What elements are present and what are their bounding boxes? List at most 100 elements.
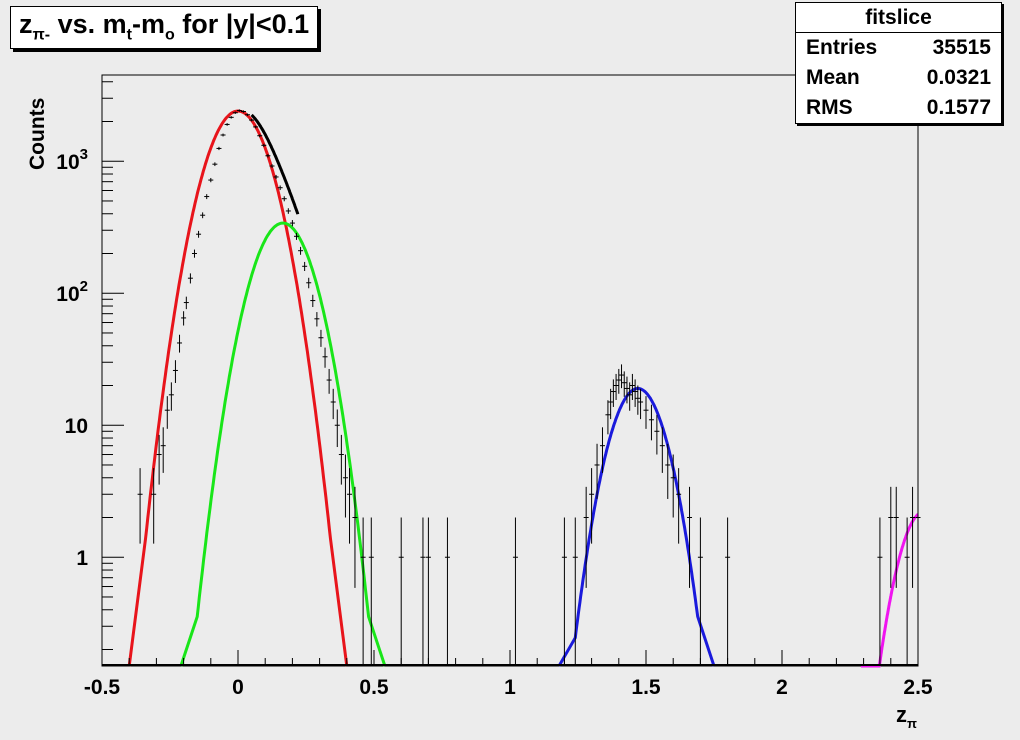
data-point [285,208,291,214]
fit-curve [860,513,919,668]
stats-value: 35515 [932,36,991,59]
data-point [676,468,682,544]
data-point [160,427,166,473]
data-point [289,220,295,227]
data-point [697,517,703,666]
data-point [212,162,218,167]
data-point [877,517,883,666]
data-point [310,294,316,308]
data-points [137,109,921,666]
data-point [196,230,202,238]
data-point [137,468,143,544]
data-point [613,373,619,401]
data-point [302,261,308,272]
stats-value: 0.1577 [926,96,991,119]
data-point [156,434,162,485]
data-point [236,109,242,112]
data-point [635,385,641,415]
stats-label: Entries [806,36,878,59]
data-point [261,143,267,147]
stats-label: Mean [806,66,860,89]
data-point [208,177,214,183]
data-point [220,133,226,137]
x-tick-label: 1.5 [631,676,661,699]
data-point [216,146,222,151]
data-point [191,249,197,258]
data-point [228,116,234,119]
data-point [151,468,157,544]
data-point [608,388,614,420]
data-point [245,113,251,116]
data-point [619,364,625,389]
data-point [915,486,921,588]
data-point [583,486,589,588]
data-point [306,277,312,289]
data-point [269,164,275,168]
data-point [265,154,271,158]
data-point [257,134,263,138]
data-point [273,174,279,180]
data-point [326,368,332,394]
data-point [643,396,649,429]
data-point [277,185,283,191]
data-point [627,382,633,411]
data-point [183,296,189,310]
data-point [893,486,899,588]
data-point [444,517,450,666]
stats-row: Entries 35515 [796,33,1001,63]
data-point [512,517,518,666]
data-point [249,118,255,122]
data-point [281,196,287,202]
data-point [187,273,193,284]
data-point [200,212,206,219]
x-axis-ticks: -0.5 0 0.5 1 1.5 2 2.5 [84,650,933,699]
y-tick-label: 102 [56,278,88,306]
stats-value: 0.0321 [926,66,991,89]
data-point [253,125,259,129]
data-point [610,379,616,407]
data-point [177,334,183,353]
data-point [420,517,426,666]
data-point [624,376,630,404]
data-point [330,388,336,420]
data-point [616,368,622,394]
data-point [594,443,600,499]
x-tick-label: 2 [776,676,788,699]
data-point [368,517,374,666]
data-point [240,110,246,113]
stats-box: fitslice Entries 35515 Mean 0.0321 RMS 0… [795,2,1002,124]
data-point [665,443,671,499]
fit-curve [250,113,300,215]
stats-title: fitslice [796,3,1001,33]
data-point [342,454,348,518]
data-point [338,434,344,485]
data-point [164,396,170,429]
x-tick-label: -0.5 [84,676,121,699]
data-point [232,111,238,114]
x-tick-label: 0.5 [359,676,389,699]
data-point [334,409,340,448]
y-tick-label: 103 [56,146,88,174]
data-point [172,360,178,383]
data-point [659,427,665,473]
data-point [561,517,567,666]
data-point [572,517,578,666]
data-point [629,373,635,401]
data-point [910,486,916,588]
stats-label: RMS [806,96,853,119]
x-tick-label: 1 [504,676,516,699]
fit-curve [557,386,716,667]
data-point [599,427,605,473]
stats-row: Mean 0.0321 [796,63,1001,93]
data-point [648,404,654,441]
data-point [904,517,910,666]
data-point [687,486,693,588]
data-point [605,400,611,435]
data-point [293,232,299,240]
data-point [314,312,320,327]
data-point [632,379,638,407]
data-point [181,311,187,326]
x-axis-label: zπ [896,702,917,731]
data-point [322,347,328,368]
